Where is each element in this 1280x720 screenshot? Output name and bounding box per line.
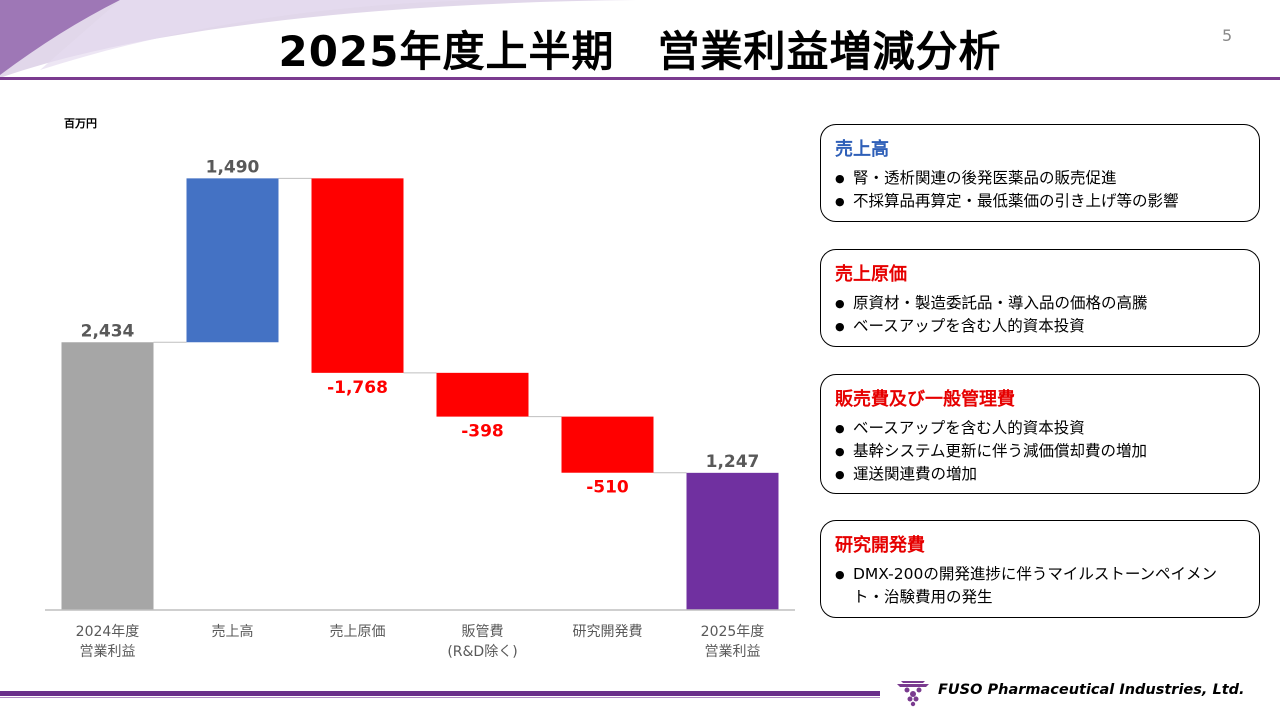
box-rnd-list: DMX-200の開発進捗に伴うマイルストーンペイメント・治験費用の発生 [835,563,1245,609]
data-label: 1,490 [206,157,260,177]
box-cogs-title: 売上原価 [835,264,907,285]
data-label: -398 [461,422,504,442]
waterfall-bar [186,178,279,343]
waterfall-bar [61,342,154,610]
box-sales: 売上高 腎・透析関連の後発医薬品の販売促進 不採算品再算定・最低薬価の引き上げ等… [820,124,1260,222]
box-sales-title: 売上高 [835,139,889,160]
data-label: 2,434 [81,321,135,341]
list-item: 運送関連費の増加 [835,463,1245,486]
list-item: ベースアップを含む人的資本投資 [835,417,1245,440]
box-sga-title: 販売費及び一般管理費 [835,389,1015,410]
data-label: -1,768 [327,378,388,398]
chart-canvas: 2,4342024年度営業利益1,490売上高-1,768売上原価-398販管費… [45,157,795,660]
box-sga: 販売費及び一般管理費 ベースアップを含む人的資本投資 基幹システム更新に伴う減価… [820,374,1260,494]
category-label: 2024年度 [76,624,140,640]
box-rnd: 研究開発費 DMX-200の開発進捗に伴うマイルストーンペイメント・治験費用の発… [820,520,1260,618]
page-number: 5 [1222,26,1233,45]
category-label: 売上原価 [330,624,386,640]
waterfall-chart: 2,434 2024年度 営業利益 1,490 売上高 -1,768 売上原価 -398 販管費… [0,100,800,680]
header-swoosh [0,0,640,78]
box-rnd-title: 研究開発費 [835,535,925,556]
data-label: -510 [586,478,629,498]
list-item: 腎・透析関連の後発医薬品の販売促進 [835,167,1245,190]
category-label: 営業利益 [705,644,761,660]
box-cogs: 売上原価 原資材・製造委託品・導入品の価格の高騰 ベースアップを含む人的資本投資 [820,249,1260,347]
unit-label: 百万円 [64,117,97,130]
list-item: ベースアップを含む人的資本投資 [835,315,1245,338]
waterfall-bar [561,416,654,473]
category-label: 研究開発費 [573,624,643,640]
company-logo-icon [897,681,929,707]
category-label: 販管費 [462,624,504,640]
list-item: DMX-200の開発進捗に伴うマイルストーンペイメント・治験費用の発生 [835,563,1245,609]
waterfall-bar [436,372,529,417]
data-label: 1,247 [706,452,760,472]
company-name: FUSO Pharmaceutical Industries, Ltd. [938,682,1245,698]
footer-divider [0,691,880,696]
waterfall-bar [311,178,404,373]
title-divider [0,77,1280,80]
category-label: 2025年度 [701,624,765,640]
box-cogs-list: 原資材・製造委託品・導入品の価格の高騰 ベースアップを含む人的資本投資 [835,292,1245,338]
list-item: 原資材・製造委託品・導入品の価格の高騰 [835,292,1245,315]
page-title: 2025年度上半期 営業利益増減分析 [278,27,1002,76]
box-sales-list: 腎・透析関連の後発医薬品の販売促進 不採算品再算定・最低薬価の引き上げ等の影響 [835,167,1245,213]
box-sga-list: ベースアップを含む人的資本投資 基幹システム更新に伴う減価償却費の増加 運送関連… [835,417,1245,486]
list-item: 不採算品再算定・最低薬価の引き上げ等の影響 [835,190,1245,213]
list-item: 基幹システム更新に伴う減価償却費の増加 [835,440,1245,463]
category-label: (R&D除く) [447,644,517,660]
waterfall-bar [686,472,779,610]
footer-divider-thin [0,697,880,698]
category-label: 営業利益 [80,644,136,660]
category-label: 売上高 [212,623,254,640]
